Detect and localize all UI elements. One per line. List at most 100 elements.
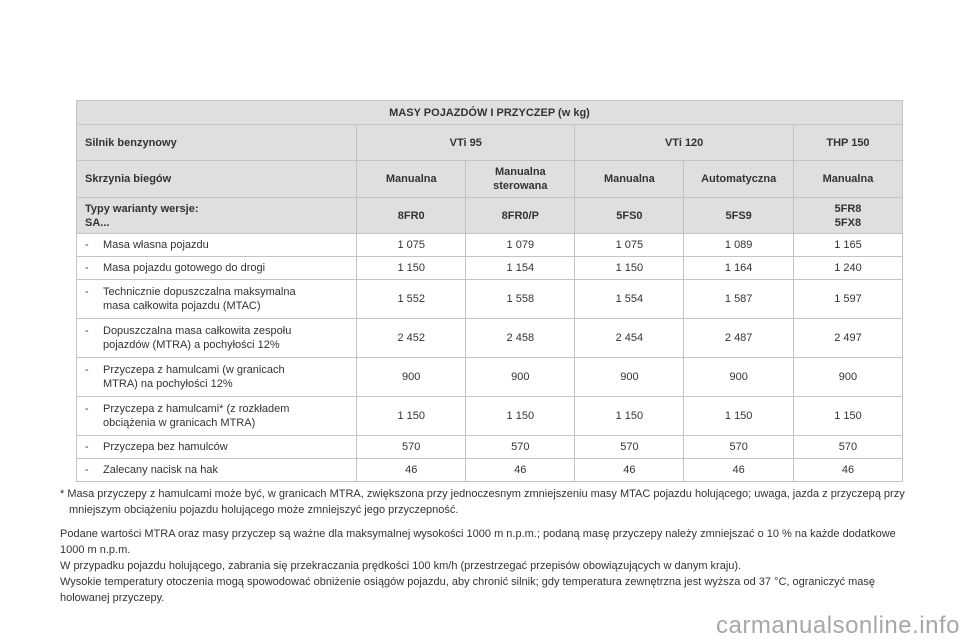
value-cell: 1 150 [356,256,467,280]
row-label-line: Przyczepa z hamulcami* (z rozkładem [103,403,290,415]
dash: - [85,364,89,376]
table-row: - Masa własna pojazdu 1 075 1 079 1 075 1 089… [75,233,904,257]
table-title: MASY POJAZDÓW I PRZYCZEP (w kg) [76,100,903,125]
value-cell: 1 165 [792,233,904,257]
watermark: carmanualsonline.info [716,612,960,639]
value-cell: 2 454 [574,318,685,358]
gearbox-cell: Automatyczna [683,160,794,198]
value-cell: 1 154 [465,256,576,280]
dash: - [85,325,89,337]
table-row: - Zalecany nacisk na hak 46 46 46 46 46 [75,458,904,482]
table-row: - Technicznie dopuszczalna maksymalna masa… [75,279,904,319]
value-cell: 1 075 [356,233,467,257]
note-temperature: Wysokie temperatury otoczenia mogą spowo… [60,576,876,604]
dash: - [85,239,89,251]
value-cell: 1 240 [792,256,904,280]
row-label-line: Technicznie dopuszczalna maksymalna [103,286,296,298]
value-cell: 2 458 [465,318,576,358]
type-cell: 5FS0 [574,197,685,234]
value-cell: 1 150 [574,256,685,280]
row-label-line: Przyczepa bez hamulców [103,441,228,453]
value-cell: 900 [683,357,794,397]
gearbox-label: Skrzynia biegów [75,160,358,198]
dash: - [85,441,89,453]
dash: - [85,262,89,274]
value-cell: 900 [792,357,904,397]
engine-vti95: VTi 95 [356,124,576,161]
type-cell: 8FR0/P [465,197,576,234]
value-cell: 570 [574,435,685,459]
value-cell: 1 150 [465,396,576,436]
row-label-line: Dopuszczalna masa całkowita zespołu [103,325,292,337]
types-label-line: Typy warianty wersje: [85,202,199,215]
type-cell: 5FR8 5FX8 [792,197,904,234]
type-cell: 5FS9 [683,197,794,234]
row-label-line: Masa własna pojazdu [103,239,209,251]
value-cell: 2 497 [792,318,904,358]
table-row: - Przyczepa bez hamulców 570 570 570 570 570 [75,435,904,459]
row-label: - Przyczepa z hamulcami* (z rozkładem obci… [75,396,358,436]
note-speed: W przypadku pojazdu holującego, zabrania… [60,560,742,572]
value-cell: 900 [465,357,576,397]
types-label: Typy warianty wersje: SA... [75,197,358,234]
value-cell: 46 [356,458,467,482]
table-row: - Masa pojazdu gotowego do drogi 1 150 1 15… [75,256,904,280]
value-cell: 46 [792,458,904,482]
value-cell: 570 [356,435,467,459]
value-cell: 570 [465,435,576,459]
note-altitude: Podane wartości MTRA oraz masy przyczep … [60,528,896,556]
value-cell: 1 089 [683,233,794,257]
row-label-line: Przyczepa z hamulcami (w granicach [103,364,285,376]
dash: - [85,464,89,476]
type-cell: 8FR0 [356,197,467,234]
type-code: 5FR8 [834,202,862,215]
value-cell: 46 [683,458,794,482]
value-cell: 570 [792,435,904,459]
row-label-line: MTRA) na pochyłości 12% [103,378,233,390]
row-label: - Przyczepa bez hamulców [75,435,358,459]
footnote: * Masa przyczepy z hamulcami może być, w… [60,488,905,516]
value-cell: 1 554 [574,279,685,319]
engine-vti120: VTi 120 [574,124,794,161]
value-cell: 570 [683,435,794,459]
value-cell: 900 [574,357,685,397]
gearbox-cell: Manualna [574,160,685,198]
table-row: - Przyczepa z hamulcami* (z rozkładem obci… [75,396,904,436]
value-cell: 1 150 [792,396,904,436]
dash: - [85,403,89,415]
value-cell: 1 597 [792,279,904,319]
value-cell: 1 150 [356,396,467,436]
value-cell: 1 587 [683,279,794,319]
value-cell: 1 079 [465,233,576,257]
gearbox-cell: Manualna [356,160,467,198]
dash: - [85,286,89,298]
table-row: - Dopuszczalna masa całkowita zespołu poja… [75,318,904,358]
table-row: - Przyczepa z hamulcami (w granicach MTRA)… [75,357,904,397]
types-label-line: SA... [85,216,110,229]
engine-label: Silnik benzynowy [75,124,358,161]
row-label-line: Masa pojazdu gotowego do drogi [103,262,266,274]
row-label: - Dopuszczalna masa całkowita zespołu poja… [75,318,358,358]
value-cell: 46 [574,458,685,482]
value-cell: 900 [356,357,467,397]
row-label: - Masa pojazdu gotowego do drogi [75,256,358,280]
value-cell: 1 075 [574,233,685,257]
gearbox-cell: Manualna [792,160,904,198]
value-cell: 1 164 [683,256,794,280]
row-label: - Zalecany nacisk na hak [75,458,358,482]
row-label: - Technicznie dopuszczalna maksymalna masa… [75,279,358,319]
row-label-line: pojazdów (MTRA) a pochyłości 12% [103,339,280,351]
value-cell: 1 552 [356,279,467,319]
value-cell: 1 150 [574,396,685,436]
row-label-line: masa całkowita pojazdu (MTAC) [103,300,261,312]
gearbox-cell: Manualna sterowana [465,160,576,198]
row-label: - Przyczepa z hamulcami (w granicach MTRA)… [75,357,358,397]
row-label: - Masa własna pojazdu [75,233,358,257]
vehicle-mass-table: MASY POJAZDÓW I PRZYCZEP (w kg) Silnik b… [75,100,904,482]
notes: * Masa przyczepy z hamulcami może być, w… [60,486,910,606]
row-label-line: Zalecany nacisk na hak [103,464,218,476]
value-cell: 2 452 [356,318,467,358]
value-cell: 1 150 [683,396,794,436]
row-label-line: obciążenia w granicach MTRA) [103,417,256,429]
engine-thp150: THP 150 [792,124,904,161]
